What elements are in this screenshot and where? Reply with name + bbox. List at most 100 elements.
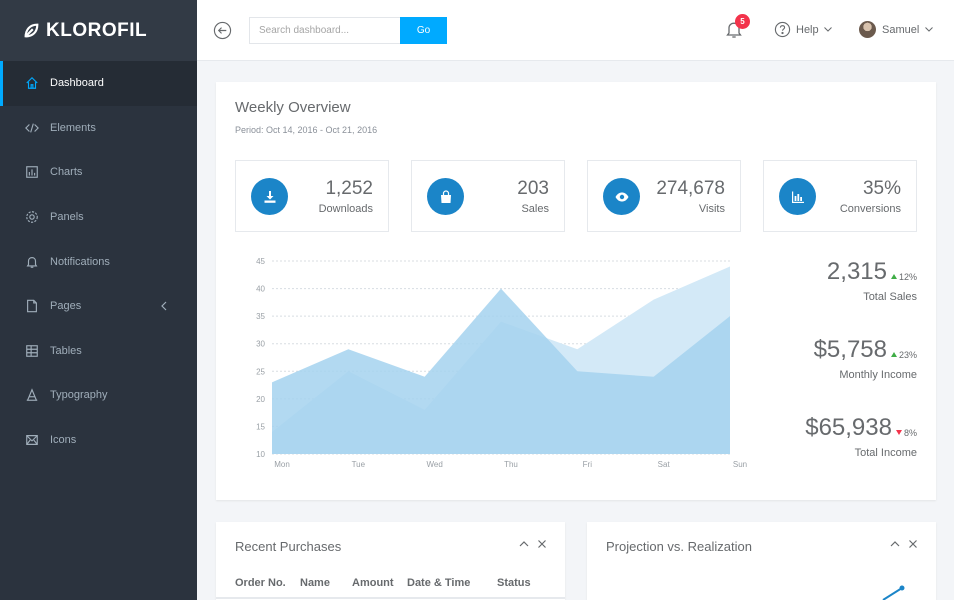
sidebar-item-label: Notifications	[50, 255, 110, 268]
user-menu[interactable]: Samuel	[859, 21, 934, 38]
sidebar-item-label: Pages	[50, 300, 82, 313]
sidebar-item-notifications[interactable]: Notifications	[0, 239, 197, 284]
shopping-bag-icon	[427, 178, 464, 215]
metric-visits: 274,678 Visits	[587, 160, 741, 232]
sidebar-item-dashboard[interactable]: Dashboard	[0, 61, 197, 106]
sidebar-item-label: Panels	[50, 211, 84, 224]
stat-label: Total Sales	[863, 291, 917, 303]
chevron-down-icon	[925, 27, 934, 32]
sidebar-item-tables[interactable]: Tables	[0, 329, 197, 374]
metric-value: 203	[517, 178, 549, 199]
projection-chart-line	[882, 585, 905, 600]
sidebar-item-label: Icons	[50, 434, 77, 447]
metric-label: Downloads	[318, 203, 373, 215]
sidebar: KLOROFIL Dashboard Elements Charts Pan	[0, 0, 197, 600]
x-tick-label: Sun	[733, 460, 747, 469]
search-go-button[interactable]: Go	[400, 17, 447, 44]
panel-title: Recent Purchases	[235, 539, 342, 554]
sidebar-item-icons[interactable]: Icons	[0, 418, 197, 463]
brand[interactable]: KLOROFIL	[0, 0, 197, 61]
metric-value: 35%	[862, 178, 901, 199]
sidebar-item-panels[interactable]: Panels	[0, 195, 197, 240]
metric-label: Sales	[521, 203, 549, 215]
column-header[interactable]: Status	[497, 577, 531, 589]
metric-downloads: 1,252 Downloads	[235, 160, 389, 232]
chevron-left-icon[interactable]	[161, 301, 167, 311]
brand-logo: KLOROFIL	[22, 20, 147, 42]
bell-icon	[25, 255, 39, 269]
download-icon	[251, 178, 288, 215]
metric-value: 1,252	[325, 178, 373, 199]
stat-value: $65,938	[805, 414, 892, 441]
metric-value: 274,678	[656, 178, 725, 199]
help-label: Help	[796, 23, 819, 36]
panel-controls	[890, 539, 918, 549]
trend-up-icon	[890, 352, 897, 357]
stat-label: Total Income	[854, 447, 917, 459]
stat-change: 23%	[890, 349, 917, 360]
metric-conversions: 35% Conversions	[763, 160, 917, 232]
column-header[interactable]: Order No.	[235, 577, 286, 589]
stat-change: 8%	[895, 427, 917, 438]
home-icon	[25, 76, 39, 90]
y-tick-label: 45	[256, 257, 265, 266]
metric-label: Conversions	[839, 203, 901, 215]
y-tick-label: 30	[256, 340, 265, 349]
x-tick-label: Mon	[274, 460, 290, 469]
help-menu[interactable]: Help	[774, 21, 832, 38]
trend-down-icon	[895, 430, 902, 435]
sidebar-item-label: Tables	[50, 344, 82, 357]
table-header: Order No. Name Amount Date & Time Status	[235, 577, 531, 589]
stat-value: 2,315	[826, 258, 887, 285]
column-header[interactable]: Name	[300, 577, 330, 589]
sidebar-item-typography[interactable]: Typography	[0, 373, 197, 418]
chevron-up-icon[interactable]	[519, 539, 529, 549]
sidebar-item-elements[interactable]: Elements	[0, 106, 197, 151]
sidebar-item-label: Charts	[50, 166, 83, 179]
panel-title: Projection vs. Realization	[606, 539, 752, 554]
period-text: Period: Oct 14, 2016 - Oct 21, 2016	[235, 125, 378, 135]
y-tick-label: 35	[256, 312, 265, 321]
y-tick-label: 25	[256, 367, 265, 376]
sidebar-item-pages[interactable]: Pages	[0, 284, 197, 329]
y-tick-label: 20	[256, 395, 265, 404]
sidebar-item-label: Typography	[50, 389, 108, 402]
stat-monthly-income: $5,758 23% Monthly Income	[814, 336, 917, 381]
chevron-down-icon	[823, 27, 832, 32]
close-icon[interactable]	[908, 539, 918, 549]
arrow-left-circle-icon[interactable]	[213, 21, 232, 40]
weekly-area-chart: 10 15 20 25 30 35 40 45 Mon Tue Wed Thu Fri Sat Sun	[256, 257, 747, 469]
metric-label: Visits	[698, 203, 725, 215]
column-header[interactable]: Date & Time	[407, 577, 471, 589]
search-input[interactable]	[249, 17, 401, 44]
topbar: Go 5 Help Samuel	[197, 0, 954, 61]
weekly-overview-panel: Weekly Overview Period: Oct 14, 2016 - O…	[216, 82, 936, 500]
brand-name: KLOROFIL	[46, 19, 148, 41]
metric-sales: 203 Sales	[411, 160, 565, 232]
close-icon[interactable]	[537, 539, 547, 549]
file-icon	[25, 299, 39, 313]
leaf-logo-icon	[24, 23, 39, 37]
area-series-1	[272, 288, 730, 454]
divider	[216, 597, 565, 599]
y-tick-label: 15	[256, 422, 265, 431]
projection-panel: Projection vs. Realization	[587, 522, 936, 600]
stat-value: $5,758	[813, 336, 887, 363]
eye-icon	[603, 178, 640, 215]
sidebar-item-label: Elements	[50, 121, 96, 134]
sidebar-item-label: Dashboard	[50, 77, 104, 90]
trend-up-icon	[890, 274, 897, 279]
recent-purchases-panel: Recent Purchases Order No. Name Amount D…	[216, 522, 565, 600]
stat-label: Monthly Income	[839, 369, 917, 381]
stat-change-value: 8%	[903, 427, 917, 438]
chart-icon	[25, 165, 39, 179]
column-header[interactable]: Amount	[352, 577, 394, 589]
x-tick-label: Fri	[583, 460, 593, 469]
stat-change-value: 23%	[898, 349, 917, 360]
stat-change-value: 12%	[898, 271, 917, 282]
question-circle-icon	[774, 21, 791, 38]
x-tick-label: Tue	[352, 460, 366, 469]
user-name: Samuel	[882, 23, 920, 36]
sidebar-item-charts[interactable]: Charts	[0, 150, 197, 195]
chevron-up-icon[interactable]	[890, 539, 900, 549]
